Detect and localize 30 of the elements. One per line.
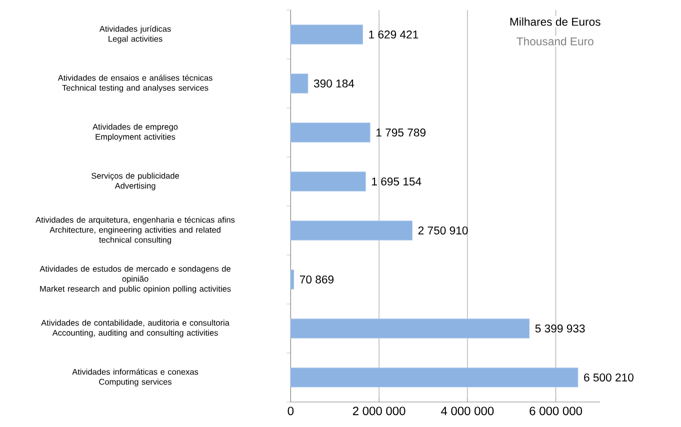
annotation: Milhares de Euros — [510, 17, 600, 26]
x-tick-label: 0 — [288, 406, 294, 416]
data-label: 1 695 154 — [372, 177, 422, 186]
y-tick-label: Atividades informáticas e conexas Computing services — [72, 368, 198, 386]
x-tick-label: 4 000 000 — [441, 406, 494, 416]
data-label: 5 399 933 — [535, 324, 585, 332]
bar — [290, 172, 366, 192]
y-tick-label: Atividades de contabilidade, auditoria e consultoria Accounting, auditing and consulting activities — [41, 320, 230, 338]
data-label: 1 795 789 — [376, 128, 426, 137]
y-tick-label: Atividades jurídicas Legal activities — [99, 26, 171, 44]
y-tick-label: Atividades de emprego Employment activities — [92, 124, 178, 142]
data-label: 1 629 421 — [369, 30, 418, 39]
x-tick-label: 6 000 000 — [530, 406, 582, 416]
bar — [290, 318, 530, 338]
bar — [290, 74, 308, 94]
y-tick-label: Atividades de arquitetura, engenharia e técnicas afins Architecture, engineering activities and related technical consulting — [36, 216, 235, 244]
data-label: 2 750 910 — [418, 226, 468, 234]
data-label: 70 869 — [300, 275, 334, 284]
y-tick-label: Serviços de publicidade Advertising — [92, 172, 180, 190]
data-label: 6 500 210 — [584, 373, 634, 382]
bar — [290, 270, 294, 290]
data-label: 390 184 — [314, 79, 354, 88]
annotation: Thousand Euro — [516, 37, 594, 46]
y-tick-label: Atividades de ensaios e análises técnicas Technical testing and analyses services — [58, 74, 212, 92]
bar — [290, 122, 370, 142]
bar — [290, 368, 578, 388]
y-tick-label: Atividades de estudos de mercado e sondagens de opinião Market research and public opinion polling activities — [40, 266, 231, 294]
bar — [290, 24, 363, 44]
x-tick-label: 2 000 000 — [352, 406, 406, 416]
bar — [290, 220, 412, 240]
